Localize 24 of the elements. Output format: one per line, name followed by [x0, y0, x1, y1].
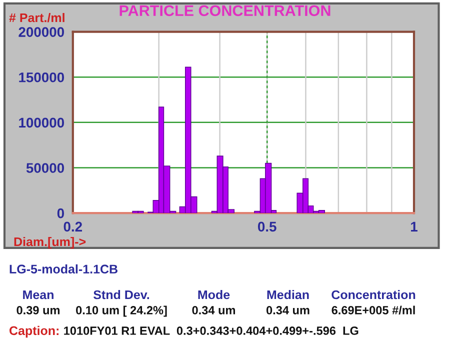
y-axis-title: # Part./ml [9, 12, 64, 22]
text: 0.10 um [ 24.2%] [76, 306, 167, 317]
text: Caption: [10, 326, 58, 338]
y-tick-label: 150000 [19, 72, 64, 82]
text: Median [267, 290, 309, 300]
x-tick-label: 0.2 [64, 222, 82, 232]
text: 0.34 um [266, 306, 310, 314]
chart-title: PARTICLE CONCENTRATION [120, 5, 330, 16]
text: LG-5-modal-1.1CB [10, 264, 118, 274]
x-tick-label: 0.5 [258, 222, 276, 232]
text: Mean [23, 290, 54, 300]
text: Mode [198, 290, 230, 300]
text: 0.34 um [192, 306, 235, 314]
text: 6.69E+005 #/ml [332, 306, 415, 315]
x-axis-title: Diam.[um]-> [14, 236, 86, 249]
text: Concentration [332, 290, 416, 300]
x-tick-label: 1 [411, 222, 418, 232]
text: 1010FY01 R1 EVAL 0.3+0.343+0.404+0.499+-.596 LG [64, 326, 358, 335]
y-tick-label: 200000 [18, 27, 64, 37]
y-tick-label: 100000 [19, 118, 64, 128]
y-tick-label: 0 [57, 208, 64, 218]
text: Stnd Dev. [94, 290, 150, 300]
text: 0.39 um [16, 306, 60, 314]
y-tick-label: 50000 [26, 163, 64, 173]
